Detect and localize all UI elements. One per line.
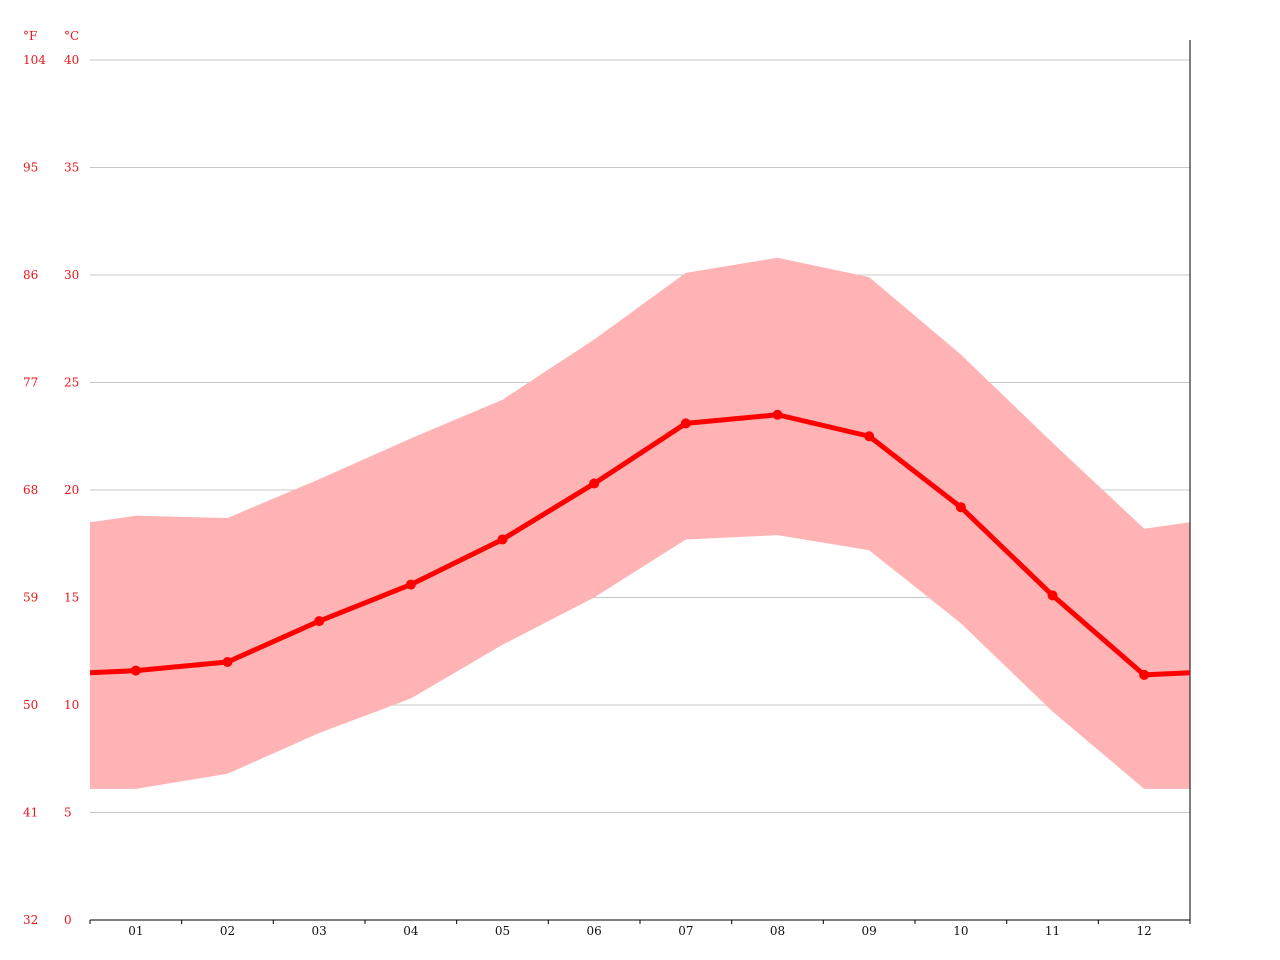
y-tick-label-celsius: 5 bbox=[64, 806, 72, 820]
y-tick-label-fahrenheit: 50 bbox=[23, 698, 38, 712]
x-tick-label: 08 bbox=[770, 924, 785, 938]
data-point bbox=[405, 579, 416, 590]
data-point bbox=[955, 502, 966, 513]
y-tick-label-fahrenheit: 32 bbox=[23, 913, 38, 927]
x-tick-label: 01 bbox=[128, 924, 143, 938]
y-tick-label-fahrenheit: 86 bbox=[23, 268, 38, 282]
y-tick-label-fahrenheit: 95 bbox=[23, 161, 38, 175]
data-point bbox=[222, 657, 233, 667]
data-point bbox=[1139, 669, 1150, 680]
y-tick-label-fahrenheit: 68 bbox=[23, 483, 38, 497]
y-tick-label-fahrenheit: 59 bbox=[23, 591, 38, 605]
data-point bbox=[680, 418, 691, 429]
x-tick-label: 03 bbox=[312, 924, 327, 938]
data-point bbox=[1047, 590, 1058, 601]
y-tick-label-celsius: 20 bbox=[64, 483, 79, 497]
y-tick-label-celsius: 15 bbox=[64, 591, 79, 605]
data-point bbox=[772, 409, 783, 420]
data-point bbox=[314, 616, 325, 627]
y-tick-label-fahrenheit: 41 bbox=[23, 806, 38, 820]
data-point bbox=[497, 534, 508, 545]
x-axis: 01 02 03 04 05 06 07 08 09 10 11 12 bbox=[89, 40, 1191, 938]
data-point bbox=[864, 431, 875, 442]
y-tick-label-celsius: 0 bbox=[64, 913, 72, 927]
x-tick-label: 07 bbox=[678, 924, 693, 938]
x-tick-label: 12 bbox=[1137, 924, 1152, 938]
celsius-unit-label: °C bbox=[64, 29, 79, 43]
average-temperature-line bbox=[89, 412, 1191, 678]
x-tick-label: 06 bbox=[587, 924, 602, 938]
average-temperature-points bbox=[130, 409, 1150, 680]
y-tick-label-fahrenheit: 104 bbox=[23, 53, 46, 67]
y-tick-label-celsius: 30 bbox=[64, 268, 79, 282]
y-tick-label-fahrenheit: 77 bbox=[23, 376, 38, 390]
y-axis: °F °C 32 0 41 5 50 10 59 15 68 20 77 25 86 30 95 35 104 4… bbox=[23, 29, 79, 927]
data-point bbox=[589, 478, 600, 489]
x-tick-label: 11 bbox=[1045, 924, 1060, 938]
x-tick-label: 04 bbox=[403, 924, 419, 938]
x-tick-label: 02 bbox=[220, 924, 235, 938]
x-tick-label: 05 bbox=[495, 924, 510, 938]
temperature-range-band bbox=[90, 257, 1190, 789]
x-tick-label: 09 bbox=[862, 924, 877, 938]
y-tick-label-celsius: 40 bbox=[64, 53, 79, 67]
y-tick-label-celsius: 35 bbox=[64, 161, 79, 175]
y-tick-label-celsius: 10 bbox=[64, 698, 79, 712]
x-tick-label: 10 bbox=[953, 924, 968, 938]
y-tick-label-celsius: 25 bbox=[64, 376, 79, 390]
fahrenheit-unit-label: °F bbox=[23, 29, 37, 43]
data-point bbox=[130, 665, 141, 676]
